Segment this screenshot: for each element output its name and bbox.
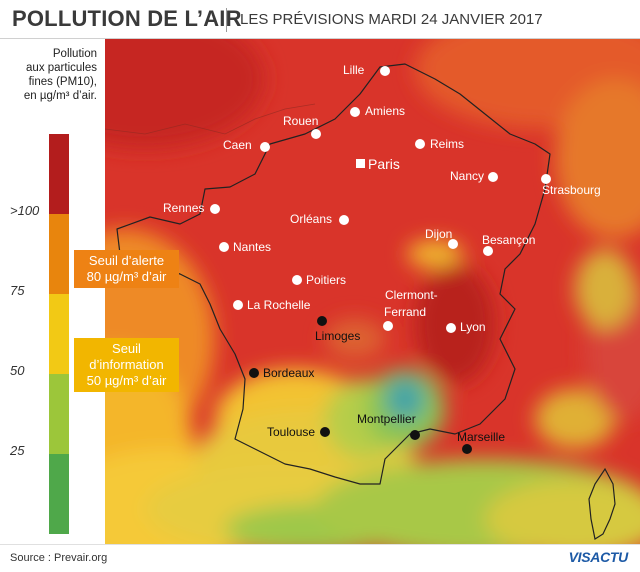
legend-title-line: aux particules bbox=[26, 62, 97, 74]
threshold-info-line2: d’information bbox=[89, 357, 164, 372]
scale-tick-100: >100 bbox=[10, 203, 40, 218]
city-dot-lille bbox=[380, 66, 390, 76]
city-dot-rouen bbox=[311, 129, 321, 139]
city-label-paris: Paris bbox=[368, 156, 400, 172]
england-coast bbox=[105, 103, 316, 135]
threshold-info-line3: 50 µg/m³ d’air bbox=[86, 373, 167, 388]
city-label-rennes: Rennes bbox=[163, 201, 205, 215]
city-label-rouen: Rouen bbox=[283, 114, 319, 128]
city-dot-toulouse bbox=[320, 427, 330, 437]
city-dot-clermont bbox=[383, 321, 393, 331]
city-dot-amiens bbox=[350, 107, 360, 117]
legend-title-line: Pollution bbox=[52, 48, 97, 60]
threshold-info-line1: Seuil bbox=[112, 341, 141, 356]
legend-title-line: en µg/m³ d’air. bbox=[23, 90, 97, 102]
pollution-field bbox=[105, 39, 640, 544]
city-label-clermont-2: Ferrand bbox=[384, 305, 427, 319]
scale-tick-50: 50 bbox=[10, 363, 25, 378]
city-label-nantes: Nantes bbox=[233, 240, 272, 254]
city-label-amiens: Amiens bbox=[365, 104, 406, 118]
color-scale bbox=[49, 134, 69, 534]
pollution-map: Lille Amiens Rouen Caen Paris Reims Nanc… bbox=[105, 39, 640, 544]
city-label-strasbourg: Strasbourg bbox=[542, 183, 601, 197]
header: POLLUTION DE L’AIR LES PRÉVISIONS MARDI … bbox=[0, 0, 640, 39]
scale-band-75 bbox=[49, 214, 69, 294]
city-label-poitiers: Poitiers bbox=[306, 273, 347, 287]
city-label-toulouse: Toulouse bbox=[267, 425, 316, 439]
city-dot-larochelle bbox=[233, 300, 243, 310]
threshold-alert-box: Seuil d’alerte 80 µg/m³ d’air bbox=[74, 250, 179, 288]
scale-tick-75: 75 bbox=[10, 283, 25, 298]
city-markers bbox=[210, 66, 551, 454]
city-dot-orleans bbox=[339, 215, 349, 225]
city-dot-montpellier bbox=[410, 430, 420, 440]
city-dot-marseille bbox=[462, 444, 472, 454]
threshold-alert-line2: 80 µg/m³ d’air bbox=[86, 269, 167, 284]
legend-title-line: fines (PM10), bbox=[28, 76, 97, 88]
page-subtitle: LES PRÉVISIONS MARDI 24 JANVIER 2017 bbox=[240, 11, 543, 28]
city-label-caen: Caen bbox=[223, 138, 252, 152]
scale-band-25 bbox=[49, 374, 69, 454]
city-dot-bordeaux bbox=[249, 368, 259, 378]
scale-tick-25: 25 bbox=[10, 443, 25, 458]
threshold-alert-line1: Seuil d’alerte bbox=[88, 253, 165, 268]
city-label-clermont-1: Clermont- bbox=[385, 288, 438, 302]
city-dot-limoges bbox=[317, 316, 327, 326]
city-label-larochelle: La Rochelle bbox=[247, 298, 311, 312]
city-square-paris bbox=[356, 159, 365, 168]
threshold-info-box: Seuil d’information 50 µg/m³ d’air bbox=[74, 338, 179, 392]
city-label-marseille: Marseille bbox=[457, 430, 506, 444]
header-divider bbox=[226, 8, 227, 32]
city-dot-nantes bbox=[219, 242, 229, 252]
city-label-lille: Lille bbox=[343, 63, 365, 77]
page-title: POLLUTION DE L’AIR bbox=[12, 6, 242, 31]
city-label-nancy: Nancy bbox=[450, 169, 485, 183]
city-label-reims: Reims bbox=[430, 137, 465, 151]
legend-title: Pollution aux particules fines (PM10), e… bbox=[2, 47, 97, 103]
city-label-dijon: Dijon bbox=[425, 227, 453, 241]
city-label-limoges: Limoges bbox=[315, 329, 361, 343]
city-dot-reims bbox=[415, 139, 425, 149]
source-credit: Source : Prevair.org bbox=[10, 552, 108, 564]
city-dot-besancon bbox=[483, 246, 493, 256]
corsica-outline bbox=[588, 467, 616, 540]
city-dot-lyon bbox=[446, 323, 456, 333]
city-label-orleans: Orléans bbox=[290, 212, 333, 226]
visactu-logo: VISACTU bbox=[568, 549, 629, 565]
city-dot-poitiers bbox=[292, 275, 302, 285]
city-label-besancon: Besançon bbox=[482, 233, 536, 247]
city-label-montpellier: Montpellier bbox=[357, 412, 416, 426]
city-dot-caen bbox=[260, 142, 270, 152]
city-dot-nancy bbox=[488, 172, 498, 182]
city-dot-rennes bbox=[210, 204, 220, 214]
france-border bbox=[116, 63, 551, 485]
scale-band-100plus bbox=[49, 134, 69, 214]
city-label-lyon: Lyon bbox=[460, 320, 486, 334]
scale-band-0 bbox=[49, 454, 69, 534]
legend-panel: Pollution aux particules fines (PM10), e… bbox=[0, 39, 105, 544]
map-graphic bbox=[105, 39, 640, 544]
city-dot-dijon bbox=[448, 239, 458, 249]
city-dot-strasbourg bbox=[541, 174, 551, 184]
city-label-bordeaux: Bordeaux bbox=[263, 366, 315, 380]
scale-band-50 bbox=[49, 294, 69, 374]
footer: Source : Prevair.org VISACTU bbox=[0, 544, 640, 572]
